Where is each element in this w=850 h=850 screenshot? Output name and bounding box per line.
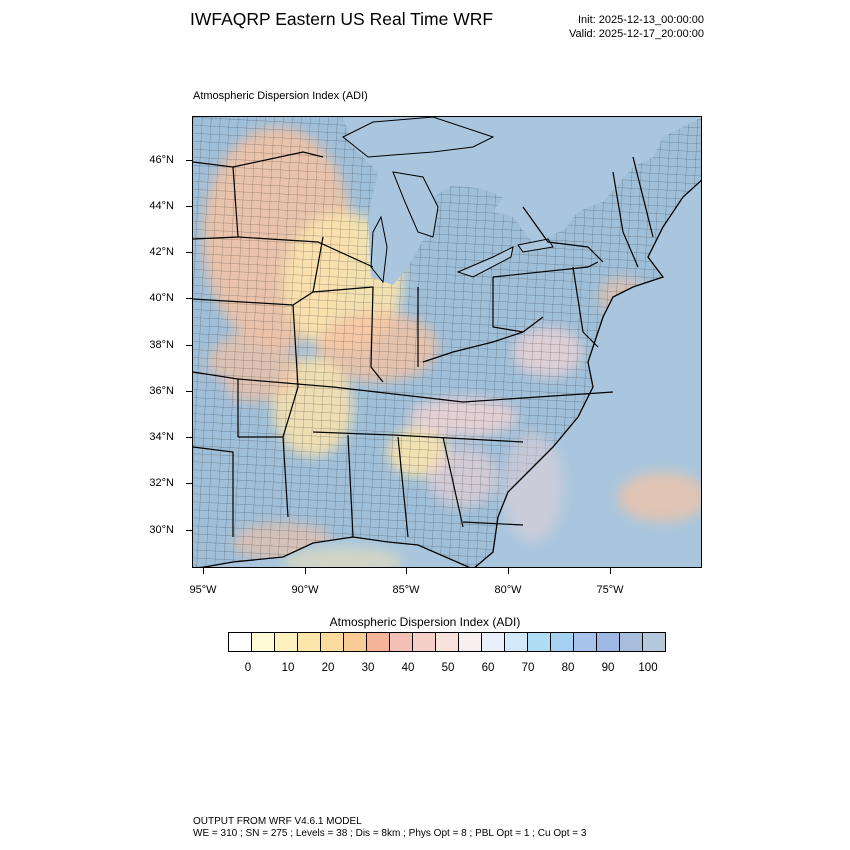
lat-tick [186, 437, 192, 438]
lon-tick [203, 568, 204, 574]
lat-tick [186, 252, 192, 253]
colorbar-label: 20 [321, 662, 335, 674]
lat-tick [186, 298, 192, 299]
run-info: Init: 2025-12-13_00:00:00 Valid: 2025-12… [569, 13, 704, 41]
colorbar-swatch [643, 633, 665, 651]
lat-label-30n: 30°N [149, 524, 174, 536]
colorbar-swatch [390, 633, 413, 651]
lat-tick [186, 206, 192, 207]
state-borders [193, 151, 654, 538]
colorbar-swatch [528, 633, 551, 651]
lat-tick [186, 483, 192, 484]
colorbar-swatch [620, 633, 643, 651]
main-title: IWFAQRP Eastern US Real Time WRF [190, 9, 494, 29]
colorbar-label: 90 [601, 662, 615, 674]
footer-line-2: WE = 310 ; SN = 275 ; Levels = 38 ; Dis … [193, 828, 587, 839]
colorbar-title: Atmospheric Dispersion Index (ADI) [329, 615, 521, 629]
colorbar [228, 632, 666, 652]
map-subtitle: Atmospheric Dispersion Index (ADI) [193, 90, 368, 102]
lat-tick [186, 345, 192, 346]
map-frame [192, 116, 702, 568]
colorbar-swatch [252, 633, 275, 651]
lon-tick [406, 568, 407, 574]
colorbar-label: 60 [481, 662, 495, 674]
lat-label-40n: 40°N [149, 292, 174, 304]
adi-map [193, 117, 701, 567]
lat-label-36n: 36°N [149, 385, 174, 397]
lat-tick [186, 391, 192, 392]
init-time: Init: 2025-12-13_00:00:00 [578, 14, 704, 26]
colorbar-swatch [367, 633, 390, 651]
colorbar-swatch [482, 633, 505, 651]
colorbar-label: 40 [401, 662, 415, 674]
lat-tick [186, 160, 192, 161]
lon-label-85w: 85°W [392, 584, 420, 596]
colorbar-swatch [505, 633, 528, 651]
colorbar-label: 50 [441, 662, 455, 674]
colorbar-swatch [459, 633, 482, 651]
footer-line-1: OUTPUT FROM WRF V4.6.1 MODEL [193, 816, 362, 827]
valid-time: Valid: 2025-12-17_20:00:00 [569, 28, 704, 40]
lat-label-32n: 32°N [149, 477, 174, 489]
colorbar-swatch [275, 633, 298, 651]
model-footer: OUTPUT FROM WRF V4.6.1 MODEL WE = 310 ; … [193, 816, 586, 840]
colorbar-label: 80 [561, 662, 575, 674]
colorbar-swatch [229, 633, 252, 651]
lon-tick [305, 568, 306, 574]
great-lakes [342, 117, 554, 284]
colorbar-swatch [574, 633, 597, 651]
lon-tick [508, 568, 509, 574]
lat-label-42n: 42°N [149, 246, 174, 258]
lon-tick [610, 568, 611, 574]
colorbar-swatch [344, 633, 367, 651]
colorbar-label: 0 [244, 662, 252, 674]
lon-label-75w: 75°W [596, 584, 624, 596]
colorbar-label: 10 [281, 662, 295, 674]
lon-label-80w: 80°W [494, 584, 522, 596]
colorbar-swatch [551, 633, 574, 651]
lat-tick [186, 530, 192, 531]
colorbar-label: 70 [521, 662, 535, 674]
colorbar-label: 100 [638, 662, 658, 674]
ocean-shading [283, 432, 701, 567]
colorbar-swatch [413, 633, 436, 651]
lat-label-44n: 44°N [149, 200, 174, 212]
lat-label-46n: 46°N [149, 154, 174, 166]
coastline [200, 179, 701, 567]
colorbar-swatch [321, 633, 344, 651]
lat-label-38n: 38°N [149, 339, 174, 351]
colorbar-swatch [597, 633, 620, 651]
colorbar-swatch [298, 633, 321, 651]
lon-label-95w: 95°W [189, 584, 217, 596]
colorbar-label: 30 [361, 662, 375, 674]
lat-label-34n: 34°N [149, 431, 174, 443]
colorbar-swatch [436, 633, 459, 651]
lon-label-90w: 90°W [291, 584, 319, 596]
